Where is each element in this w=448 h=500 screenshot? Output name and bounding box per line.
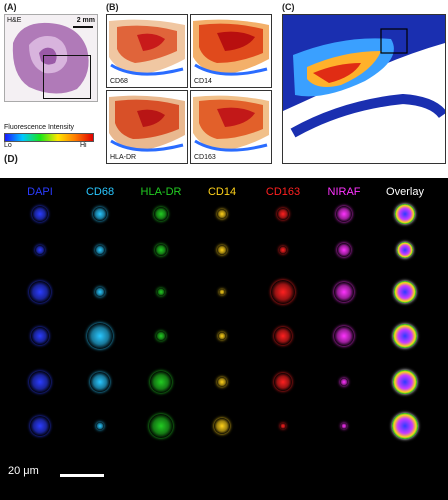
cell-image [393,370,417,394]
cd14-heatmap [193,19,269,76]
channel-label-cd14: CD14 [207,186,237,198]
cell-image [35,245,45,255]
cell-image [336,206,352,222]
cell-image [217,245,227,255]
cell-image [150,371,172,393]
cell-image [334,326,354,346]
cell-image [341,423,347,429]
cell-image [214,418,230,434]
cell-image [274,373,292,391]
tile-cd68: CD68 [106,14,188,88]
cell-image [340,378,348,386]
panel-d-microscopy: DAPI CD68 HLA-DR CD14 CD163 NIRAF Overla… [0,178,448,500]
tile-cd68-label: CD68 [109,78,129,85]
colorbar-title: Fluorescence Intensity [4,124,75,131]
cell-image [87,323,113,349]
colorbar-hi-label: Hi [80,142,87,149]
cell-image [149,414,173,438]
he-roi-box [43,55,91,99]
cell-image [157,288,165,296]
channel-label-dapi: DAPI [27,186,53,198]
cell-image [392,413,418,439]
cell-image [274,327,292,345]
channel-label-overlay: Overlay [386,186,424,198]
he-stain-label: H&E [7,17,22,24]
cell-image [93,207,107,221]
cell-image [29,281,51,303]
tile-cd163-label: CD163 [193,154,217,161]
tile-cd163: CD163 [190,90,272,164]
cd163-heatmap [193,95,269,152]
cd68-heatmap [109,19,185,76]
cell-image [29,371,51,393]
colorbar-gradient [4,133,94,142]
channel-label-hla-dr: HLA-DR [140,186,182,198]
cell-image [393,324,417,348]
panel-d-label: (D) [4,154,18,165]
panel-b-label: (B) [106,2,119,12]
cell-image [337,243,351,257]
cell-image [30,416,50,436]
cell-image [394,281,416,303]
cell-image [90,372,110,392]
cell-image [32,206,48,222]
cell-image [155,244,167,256]
cell-image [219,289,225,295]
channel-label-cd68: CD68 [85,186,115,198]
niraf-heatmap [283,15,445,163]
panel-c-label: (C) [282,2,295,12]
cell-image [280,423,286,429]
he-scale-label: 2 mm [76,17,95,24]
channel-label-cd163: CD163 [265,186,301,198]
cell-image [95,287,105,297]
cell-image [95,245,105,255]
cell-image [271,280,295,304]
cell-image [397,242,413,258]
he-scale-bar [73,26,93,28]
tile-cd14-label: CD14 [193,78,213,85]
cell-image [31,327,49,345]
cell-image [395,204,415,224]
scale-bar-label: 20 μm [8,465,39,477]
tile-hla-dr: HLA-DR [106,90,188,164]
cell-image [156,331,166,341]
panel-a-label: (A) [4,2,17,12]
cell-image [217,209,227,219]
tile-cd14: CD14 [190,14,272,88]
cell-image [279,246,287,254]
colorbar-lo-label: Lo [4,142,12,149]
tile-niraf-label: NIRAF [286,154,307,161]
he-image: H&E 2 mm [4,14,98,102]
cell-image [277,208,289,220]
cell-image [334,282,354,302]
channel-label-niraf: NIRAF [327,186,361,198]
scale-bar [60,474,104,477]
cell-image [217,377,227,387]
cell-image [96,422,104,430]
cell-image [218,332,226,340]
tile-niraf: NIRAF [282,14,446,164]
cell-image [154,207,168,221]
hla-dr-heatmap [109,95,185,152]
tile-hla-dr-label: HLA-DR [109,154,138,161]
